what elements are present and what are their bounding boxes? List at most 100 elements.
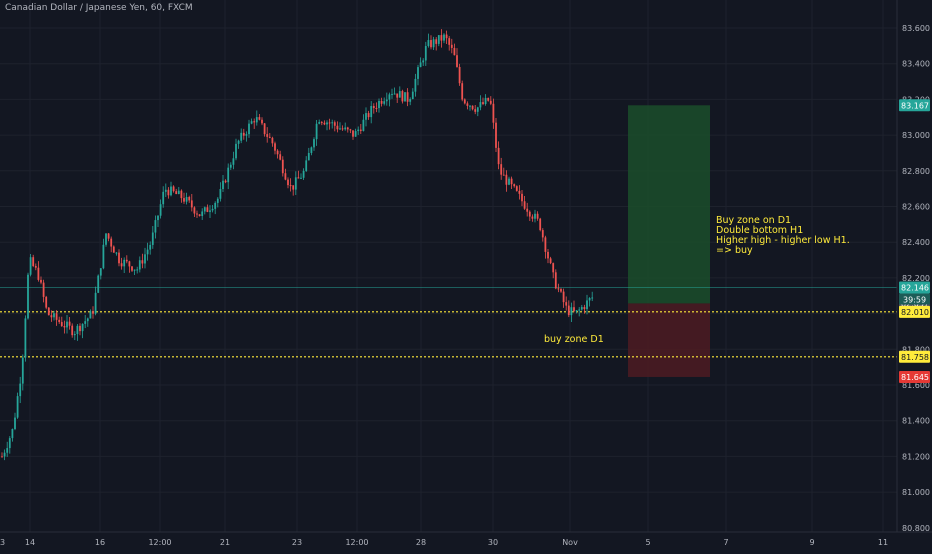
candle-body	[222, 180, 224, 190]
candle-body	[1, 456, 3, 458]
analysis-note-line[interactable]: Higher high - higher low H1.	[716, 235, 850, 246]
candle-body	[359, 129, 362, 131]
candle-body	[185, 196, 188, 202]
candle-body	[583, 307, 586, 310]
candle-body	[261, 119, 263, 124]
candle-body	[305, 160, 308, 171]
candle-body	[58, 319, 61, 323]
candle-body	[484, 97, 487, 105]
candle-body	[419, 62, 422, 68]
candle-body	[29, 257, 32, 275]
candle-body	[526, 208, 529, 212]
candle-body	[463, 99, 466, 104]
candle-body	[151, 232, 154, 245]
horizontal-lines[interactable]	[0, 287, 897, 358]
analysis-note-line[interactable]: Double bottom H1	[716, 225, 803, 236]
price-tick-label: 82.400	[902, 238, 930, 247]
candle-body	[183, 198, 185, 202]
candle-body	[528, 211, 531, 217]
candle-body	[302, 170, 305, 178]
candle-body	[380, 101, 383, 104]
time-tick-label: 11	[878, 538, 888, 547]
candle-body	[411, 91, 414, 100]
candle-body	[453, 47, 456, 56]
candle-body	[50, 315, 53, 318]
candle-body	[209, 210, 211, 212]
candle-body	[203, 207, 206, 212]
candle-body	[513, 184, 516, 187]
price-tick-label: 81.000	[902, 488, 930, 497]
time-axis[interactable]: 14 16 12:00 21 23 12:00 28 30 Nov 5 7 9 11 13	[0, 538, 888, 547]
time-tick-label: 21	[220, 538, 230, 547]
candle-body	[60, 322, 63, 327]
candle-body	[284, 173, 287, 180]
time-tick-label: 13	[0, 538, 5, 547]
candle-body	[500, 164, 503, 175]
time-tick-label: 7	[723, 538, 728, 547]
loss-zone[interactable]	[628, 303, 710, 377]
candle-body	[557, 288, 560, 290]
candle-body	[188, 196, 191, 201]
candle-body	[352, 130, 354, 137]
candle-body	[565, 302, 568, 306]
analysis-note-line[interactable]: Buy zone on D1	[716, 215, 791, 226]
profit-zone[interactable]	[628, 105, 710, 304]
candle-body	[76, 325, 79, 335]
candle-body	[344, 127, 347, 130]
candle-body	[427, 40, 430, 47]
candle-body	[591, 297, 594, 299]
candle-body	[206, 207, 209, 212]
candle-body	[310, 147, 313, 153]
candle-body	[430, 40, 432, 48]
candle-body	[560, 289, 562, 292]
candle-body	[570, 307, 573, 316]
time-tick-label: Nov	[562, 538, 578, 547]
candle-body	[515, 186, 518, 191]
candle-body	[391, 93, 393, 95]
candle-body	[276, 150, 279, 155]
price-tag	[899, 350, 930, 363]
candle-body	[97, 275, 100, 293]
candle-body	[287, 179, 289, 186]
candle-body	[123, 259, 126, 267]
price-tag-label: 82.146	[901, 284, 929, 293]
analysis-note-line[interactable]: => buy	[716, 245, 753, 256]
candle-body	[469, 105, 471, 107]
candle-body	[268, 136, 271, 138]
candle-body	[235, 143, 237, 159]
candle-body	[211, 208, 214, 211]
candle-body	[45, 296, 48, 308]
candle-body	[3, 452, 6, 457]
position-tool[interactable]	[628, 105, 710, 377]
candle-body	[42, 282, 45, 297]
candle-body	[492, 103, 495, 123]
candle-body	[440, 35, 443, 41]
candle-body	[149, 244, 152, 250]
candle-body	[214, 202, 217, 209]
candle-body	[245, 134, 248, 136]
candle-body	[229, 164, 232, 168]
candle-body	[450, 44, 453, 48]
price-tick-label: 83.000	[902, 131, 930, 140]
candle-body	[326, 122, 328, 125]
price-tag	[899, 281, 930, 294]
candle-body	[341, 128, 344, 130]
price-tick-label: 80.800	[902, 524, 930, 533]
candle-body	[53, 313, 55, 318]
candle-body	[385, 99, 388, 102]
candle-body	[318, 122, 321, 124]
candles	[1, 29, 594, 461]
price-tag-label: 81.645	[901, 373, 929, 382]
price-tag-label: 81.758	[901, 353, 929, 362]
candle-body	[14, 417, 16, 430]
candle-body	[383, 101, 386, 104]
candle-body	[133, 269, 136, 271]
candle-body	[336, 125, 339, 130]
grid	[0, 0, 897, 532]
buy-zone-label[interactable]: buy zone D1	[544, 334, 604, 345]
price-tick-label: 82.800	[902, 167, 930, 176]
candle-body	[489, 100, 492, 104]
